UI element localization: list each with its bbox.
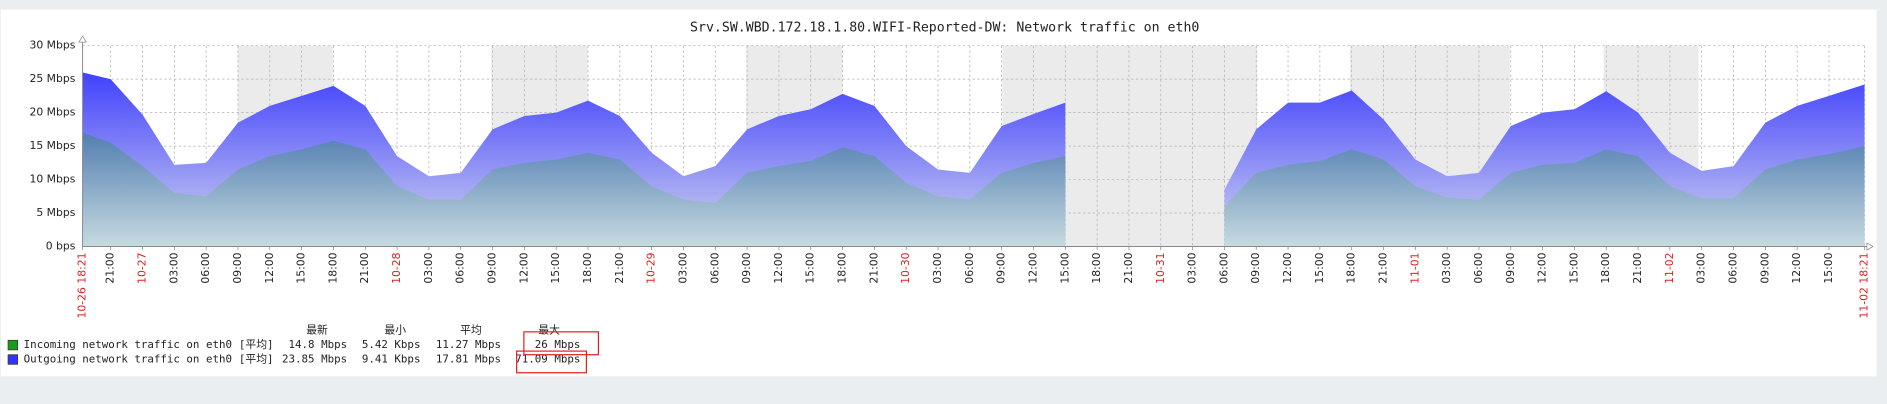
x-tick-label: 03:00 xyxy=(1695,252,1708,283)
x-tick-label: 21:00 xyxy=(1377,252,1390,283)
legend-avg: 11.27 Mbps xyxy=(436,338,501,351)
x-tick-label: 03:00 xyxy=(676,252,689,283)
legend-swatch xyxy=(7,354,19,365)
highlight-box xyxy=(516,350,587,374)
x-tick-label: 21:00 xyxy=(104,252,117,283)
legend-func: [平均] xyxy=(239,353,274,366)
x-tick-label: 09:00 xyxy=(486,252,499,283)
legend-last: 14.8 Mbps xyxy=(289,338,348,351)
legend-last: 23.85 Mbps xyxy=(282,353,347,366)
x-tick-label: 10-31 xyxy=(1154,253,1167,284)
legend-name: Incoming network traffic on eth0 xyxy=(24,338,232,351)
x-tick-label: 12:00 xyxy=(772,252,785,283)
x-tick-label: 12:00 xyxy=(1790,252,1803,283)
legend-header: 最小 xyxy=(384,324,406,337)
x-tick-label: 21:00 xyxy=(867,252,880,283)
chart-title: Srv.SW.WBD.172.18.1.80.WIFI-Reported-DW:… xyxy=(690,21,1199,36)
x-tick-label: 15:00 xyxy=(1567,252,1580,283)
x-tick-label: 10-30 xyxy=(899,252,912,284)
x-tick-label: 06:00 xyxy=(708,252,721,283)
x-tick-label: 15:00 xyxy=(1822,252,1835,283)
legend-header: 平均 xyxy=(460,324,482,337)
y-tick-label: 30 Mbps xyxy=(29,39,75,52)
highlight-box xyxy=(523,331,600,356)
x-tick-label: 15:00 xyxy=(1058,252,1071,283)
x-tick-label: 15:00 xyxy=(549,252,562,283)
x-tick-label: 18:00 xyxy=(326,252,339,283)
y-tick-label: 20 Mbps xyxy=(29,106,75,119)
x-tick-label: 06:00 xyxy=(963,252,976,283)
legend-avg: 17.81 Mbps xyxy=(436,353,501,366)
x-tick-label: 06:00 xyxy=(454,252,467,283)
x-tick-label: 09:00 xyxy=(1249,252,1262,283)
x-tick-label: 10-26 18:21 xyxy=(76,253,89,319)
x-tick-label: 09:00 xyxy=(231,252,244,283)
x-tick-label: 10-27 xyxy=(136,253,149,284)
x-tick-label: 11-02 18:21 xyxy=(1858,253,1871,319)
x-tick-label: 03:00 xyxy=(167,252,180,283)
x-tick-label: 03:00 xyxy=(931,252,944,283)
x-tick-label: 15:00 xyxy=(1313,252,1326,283)
x-tick-label: 12:00 xyxy=(1536,252,1549,283)
x-tick-label: 11-02 xyxy=(1663,253,1676,284)
y-tick-label: 5 Mbps xyxy=(36,206,75,219)
x-tick-label: 06:00 xyxy=(199,252,212,283)
x-tick-label: 06:00 xyxy=(1217,252,1230,283)
x-tick-label: 10-28 xyxy=(390,252,403,284)
x-tick-label: 09:00 xyxy=(995,252,1008,283)
x-tick-label: 12:00 xyxy=(1026,252,1039,283)
x-tick-label: 03:00 xyxy=(422,252,435,283)
y-tick-label: 25 Mbps xyxy=(29,72,75,85)
legend-func: [平均] xyxy=(239,338,274,351)
x-tick-label: 06:00 xyxy=(1727,252,1740,283)
x-tick-label: 03:00 xyxy=(1186,252,1199,283)
x-tick-label: 11-01 xyxy=(1408,253,1421,284)
legend-header: 最大 xyxy=(538,323,560,337)
x-tick-label: 21:00 xyxy=(613,252,626,283)
y-tick-label: 10 Mbps xyxy=(29,173,75,186)
y-arrow xyxy=(78,35,87,43)
x-tick-label: 09:00 xyxy=(1758,252,1771,283)
x-arrow xyxy=(1866,242,1874,251)
x-tick-label: 12:00 xyxy=(517,252,530,283)
x-tick-label: 21:00 xyxy=(1631,252,1644,283)
x-tick-label: 18:00 xyxy=(1345,252,1358,283)
legend-swatch xyxy=(7,339,19,351)
legend-min: 9.41 Kbps xyxy=(362,353,421,366)
x-tick-label: 18:00 xyxy=(1599,252,1612,283)
y-tick-label: 15 Mbps xyxy=(29,139,75,152)
legend-header: 最新 xyxy=(306,323,328,337)
x-tick-label: 18:00 xyxy=(1090,252,1103,283)
areas xyxy=(82,72,1865,247)
legend-max: 71.09 Mbps xyxy=(515,353,580,366)
legend: 最新 最小 平均 最大 Incoming network traffic on eth0… xyxy=(7,323,581,366)
x-tick-label: 18:00 xyxy=(836,252,849,283)
x-tick-label: 21:00 xyxy=(358,252,371,283)
x-tick-label: 15:00 xyxy=(295,252,308,283)
x-tick-label: 12:00 xyxy=(263,252,276,283)
x-tick-label: 09:00 xyxy=(740,252,753,283)
legend-max: 26 Mbps xyxy=(535,338,581,351)
x-tick-label: 21:00 xyxy=(1122,252,1135,283)
x-tick-label: 12:00 xyxy=(1281,252,1294,283)
grid: 0 bps 5 Mbps 10 Mbps 15 Mbps 20 Mbps 25 Mbps 3… xyxy=(29,39,1870,319)
legend-min: 5.42 Kbps xyxy=(362,338,421,351)
x-tick-label: 06:00 xyxy=(1472,252,1485,283)
x-tick-label: 10-29 xyxy=(645,252,658,284)
x-tick-label: 03:00 xyxy=(1440,252,1453,283)
x-tick-label: 18:00 xyxy=(581,252,594,283)
legend-name: Outgoing network traffic on eth0 xyxy=(24,353,232,366)
y-tick-label: 0 bps xyxy=(46,239,76,252)
traffic-area xyxy=(82,132,1865,247)
x-tick-label: 09:00 xyxy=(1504,252,1517,283)
x-tick-label: 15:00 xyxy=(804,252,817,283)
